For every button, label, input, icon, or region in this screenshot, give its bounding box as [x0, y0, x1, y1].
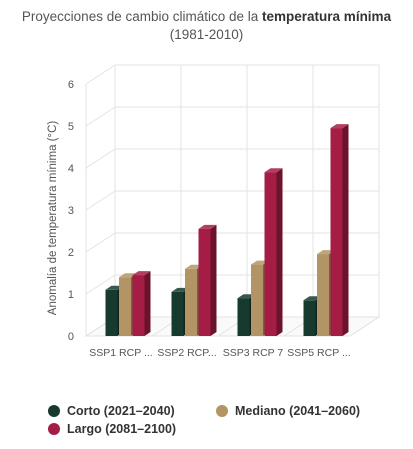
y-tick-label: 2 [68, 247, 74, 259]
bar-top-face [198, 224, 217, 229]
chart-subtitle: (1981-2010) [169, 27, 244, 42]
axis-layer: 0 1 2 3 4 5 6 SSP1 RCP ... SSP2 RCP... SSP3 RCP 7… [68, 79, 351, 359]
x-tick-label: SSP3 RCP 7 [223, 347, 284, 359]
x-tick-label: SSP5 RCP ... [287, 347, 350, 359]
bar-side-face [144, 271, 151, 336]
y-tick-label: 0 [68, 331, 74, 343]
legend-label-corto: Corto (2021–2040) [67, 404, 175, 418]
title-prefix: Proyecciones de cambio climático de la [21, 9, 263, 24]
bar-front-face [303, 300, 316, 336]
x-tick-label: SSP1 RCP ... [89, 347, 152, 359]
bar-largo-3 [264, 168, 283, 336]
bar-front-face [198, 228, 211, 336]
legend-marker-largo [48, 423, 60, 435]
bar-front-face [119, 277, 131, 336]
y-tick-label: 4 [68, 163, 74, 175]
legend-marker-mediano [216, 405, 228, 417]
y-tick-label: 3 [68, 205, 74, 217]
y-tick-label: 1 [68, 289, 74, 301]
gridline-floor [349, 316, 380, 337]
bar-front-face [132, 275, 145, 336]
legend-marker-corto [48, 405, 60, 417]
bar-top-face [264, 168, 283, 173]
bar-side-face [210, 224, 217, 336]
bar-front-face [105, 289, 118, 336]
bar-front-face [330, 128, 343, 336]
bar-top-face [132, 271, 151, 276]
bar-front-face [171, 291, 184, 336]
bar-side-face [342, 124, 349, 336]
title-bold: temperatura mínima [262, 9, 392, 24]
y-tick-label: 6 [68, 79, 74, 91]
chart-title: Proyecciones de cambio climático de la t… [0, 8, 413, 26]
bar-front-face [317, 254, 329, 336]
bar-largo-1 [132, 271, 151, 336]
bar-layer [105, 124, 349, 336]
bar-top-face [330, 124, 349, 129]
legend-item-corto[interactable]: Corto (2021–2040) [48, 404, 175, 418]
y-tick-label: 5 [68, 121, 74, 133]
bar-side-face [276, 168, 283, 336]
bar-largo-4 [330, 124, 349, 336]
y-axis-label: Anomalía de temperatura mínima (°C) [47, 121, 59, 316]
legend-item-largo[interactable]: Largo (2081–2100) [48, 422, 176, 436]
gridline-side [85, 190, 116, 211]
gridline-side [85, 274, 116, 295]
bar-largo-2 [198, 224, 217, 336]
legend-label-mediano: Mediano (2041–2060) [235, 404, 361, 418]
bar-chart: 0 1 2 3 4 5 6 SSP1 RCP ... SSP2 RCP... SSP3 RCP 7… [47, 64, 381, 359]
bar-front-face [264, 172, 277, 336]
gridline-side [85, 232, 116, 253]
bar-front-face [251, 264, 263, 336]
bar-front-face [237, 298, 250, 336]
gridline-side [85, 106, 116, 127]
x-tick-label: SSP2 RCP... [157, 347, 216, 359]
legend-item-mediano[interactable]: Mediano (2041–2060) [216, 404, 360, 418]
gridline-side [85, 64, 116, 85]
gridline-side [85, 148, 116, 169]
legend-label-largo: Largo (2081–2100) [67, 422, 177, 436]
bar-front-face [185, 268, 197, 336]
